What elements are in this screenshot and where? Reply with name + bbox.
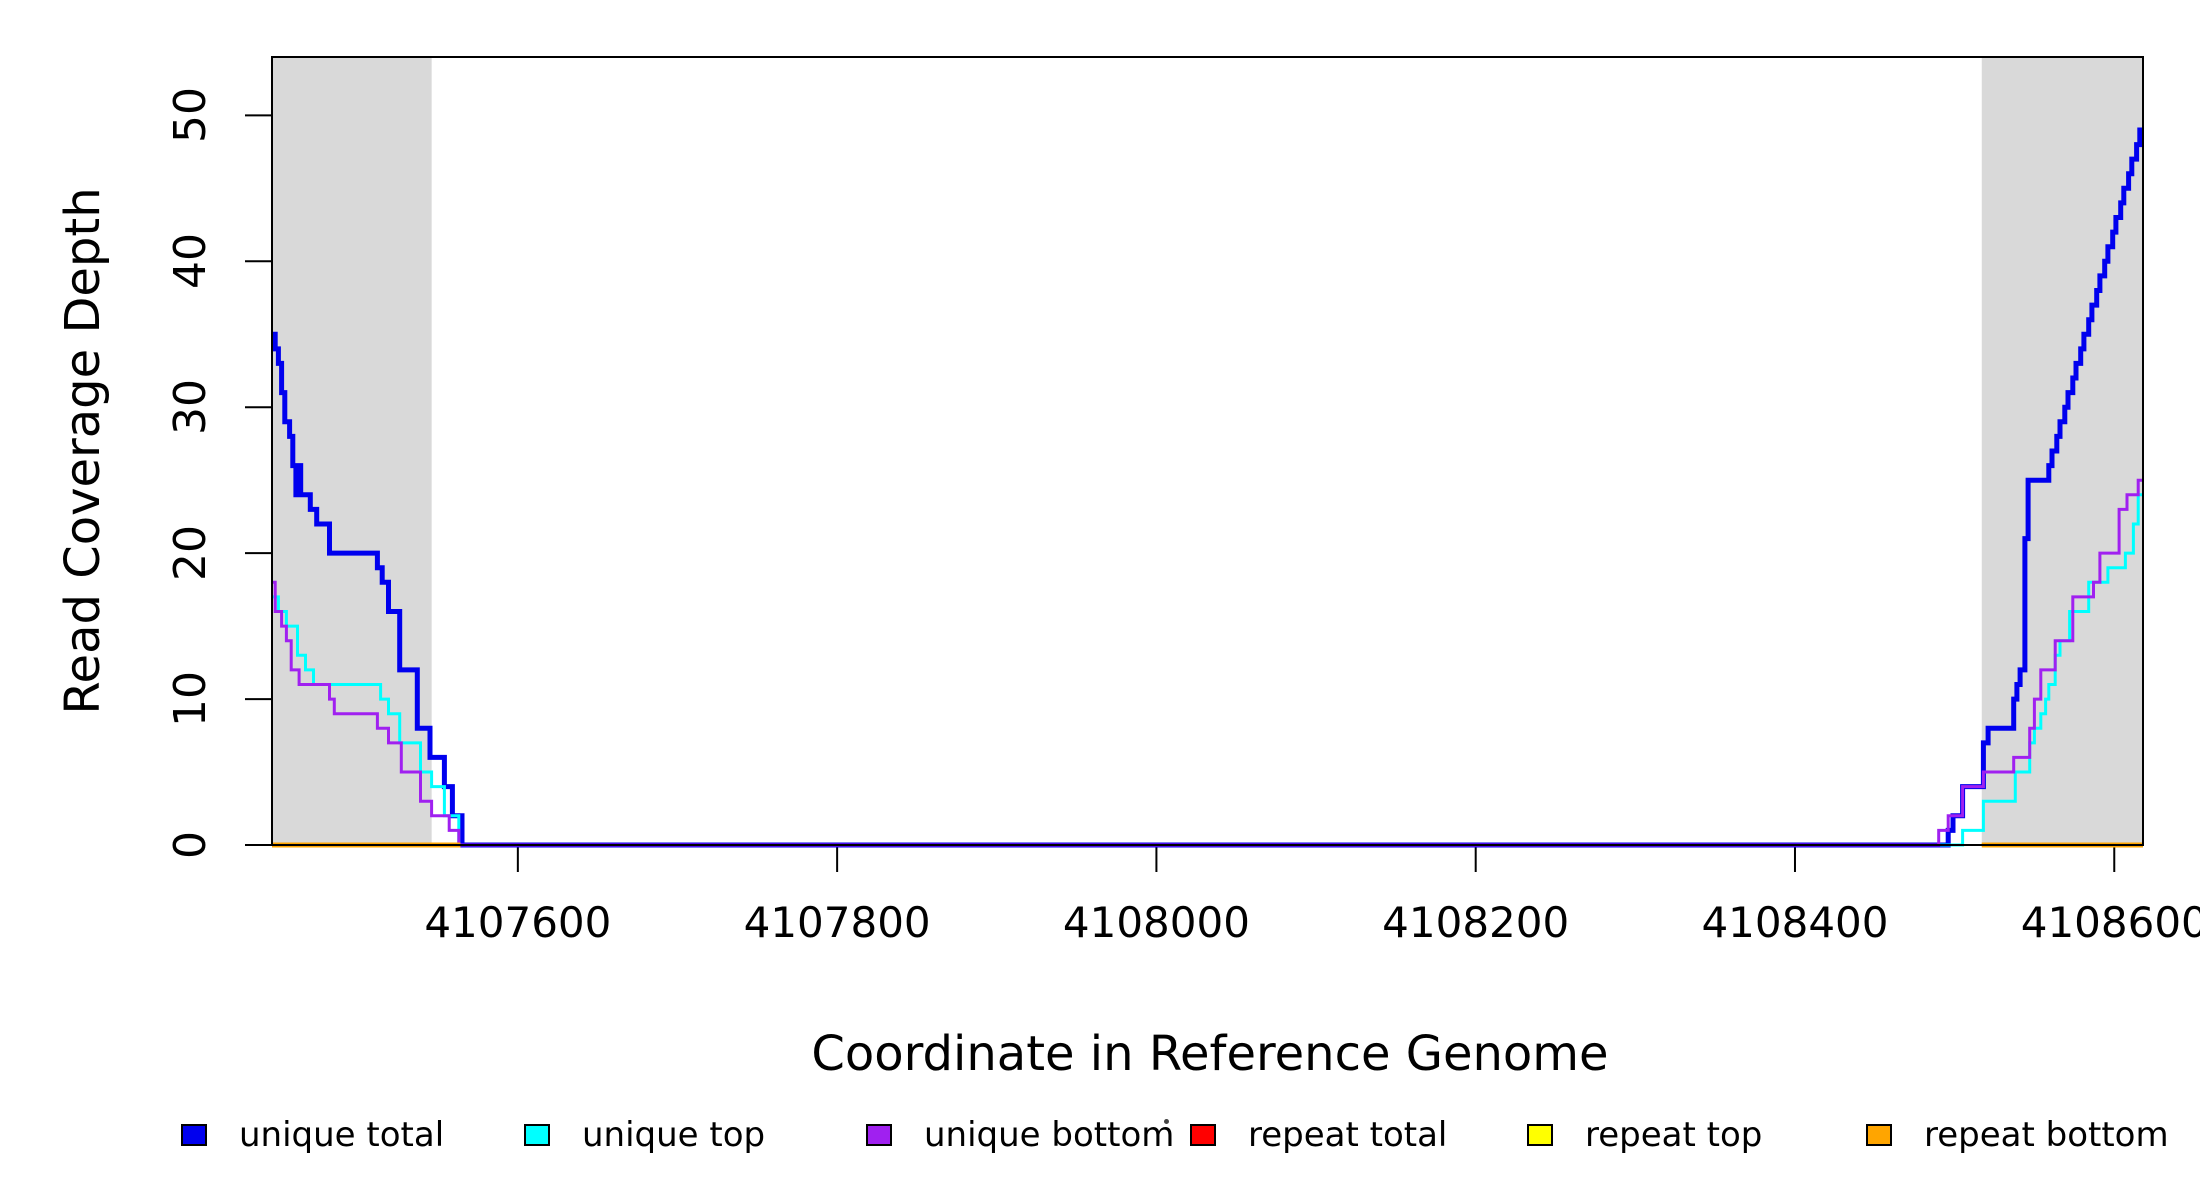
x-tick-label: 4108200 [1382,898,1570,947]
y-tick-label: 10 [165,671,216,728]
shaded-region [1981,57,2143,845]
stray-dot-mark [1164,1119,1169,1124]
y-tick-label: 20 [165,525,216,582]
y-tick-label: 0 [165,831,216,859]
x-tick-label: 4107800 [743,898,931,947]
y-tick-label: 30 [165,379,216,436]
shaded-region [272,57,432,845]
series-unique-total [272,127,2143,848]
y-tick-label: 50 [165,87,216,144]
x-tick-label: 4107600 [424,898,612,947]
x-tick-label: 4108600 [2020,898,2200,947]
series-unique-bottom [272,478,2143,847]
x-tick-label: 4108400 [1701,898,1889,947]
y-axis-title: Read Coverage Depth [55,187,111,715]
x-axis-title: Coordinate in Reference Genome [811,1026,1609,1082]
series-unique-top [272,493,2143,847]
plot-border [271,56,2144,846]
x-tick-label: 4108000 [1062,898,1250,947]
y-tick-label: 40 [165,233,216,290]
